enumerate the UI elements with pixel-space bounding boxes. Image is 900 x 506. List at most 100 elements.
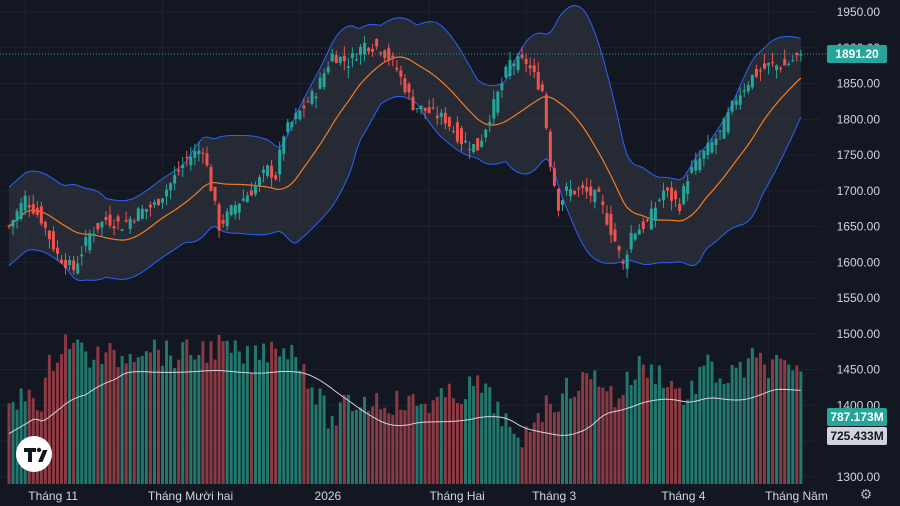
candle[interactable] xyxy=(189,146,193,171)
candle[interactable] xyxy=(771,52,775,67)
candle[interactable] xyxy=(686,174,690,202)
candle[interactable] xyxy=(88,229,92,254)
candle[interactable] xyxy=(508,51,512,80)
candle[interactable] xyxy=(161,198,165,209)
candle[interactable] xyxy=(278,141,282,182)
candle[interactable] xyxy=(601,194,605,215)
candle[interactable] xyxy=(152,199,156,209)
candle[interactable] xyxy=(120,228,124,232)
candle[interactable] xyxy=(387,43,391,67)
candle[interactable] xyxy=(338,56,342,67)
candle[interactable] xyxy=(302,97,306,118)
tradingview-logo[interactable] xyxy=(16,436,52,472)
candle[interactable] xyxy=(233,201,237,220)
candle[interactable] xyxy=(31,194,35,216)
candle[interactable] xyxy=(795,52,799,62)
candle[interactable] xyxy=(294,107,298,125)
candle[interactable] xyxy=(597,185,601,193)
candle[interactable] xyxy=(124,211,128,223)
candle[interactable] xyxy=(532,58,536,78)
candle[interactable] xyxy=(694,152,698,175)
candle[interactable] xyxy=(742,83,746,98)
candle[interactable] xyxy=(476,138,480,151)
candle[interactable] xyxy=(613,222,617,243)
candle[interactable] xyxy=(512,60,516,76)
candle[interactable] xyxy=(363,36,367,62)
candle[interactable] xyxy=(128,215,132,234)
candle[interactable] xyxy=(354,53,358,62)
candle[interactable] xyxy=(548,128,552,172)
candle[interactable] xyxy=(540,80,544,93)
candle[interactable] xyxy=(395,59,399,73)
candle[interactable] xyxy=(516,53,520,74)
candle[interactable] xyxy=(76,256,80,275)
candle[interactable] xyxy=(488,114,492,133)
candle[interactable] xyxy=(403,73,407,95)
candle[interactable] xyxy=(645,217,649,223)
candle[interactable] xyxy=(617,244,621,259)
candle[interactable] xyxy=(266,164,270,179)
candle[interactable] xyxy=(468,141,472,159)
candle[interactable] xyxy=(762,54,766,70)
candle[interactable] xyxy=(754,64,758,79)
candle[interactable] xyxy=(791,55,795,63)
candle[interactable] xyxy=(569,179,573,202)
candle[interactable] xyxy=(173,166,177,191)
candle[interactable] xyxy=(722,117,726,139)
candle[interactable] xyxy=(274,171,278,181)
candle[interactable] xyxy=(144,208,148,220)
candle[interactable] xyxy=(451,125,455,134)
candle[interactable] xyxy=(447,116,451,132)
candle[interactable] xyxy=(544,92,548,130)
candle[interactable] xyxy=(375,38,379,51)
candle[interactable] xyxy=(443,107,447,130)
candle[interactable] xyxy=(286,118,290,136)
candle[interactable] xyxy=(391,52,395,67)
candle[interactable] xyxy=(136,206,140,222)
candle[interactable] xyxy=(674,189,678,207)
candle[interactable] xyxy=(23,190,27,216)
candle[interactable] xyxy=(290,120,294,132)
candle[interactable] xyxy=(80,245,84,266)
candle[interactable] xyxy=(318,72,322,90)
candle[interactable] xyxy=(670,181,674,211)
candle[interactable] xyxy=(464,132,468,144)
candle[interactable] xyxy=(245,191,249,203)
candle[interactable] xyxy=(706,134,710,160)
candle[interactable] xyxy=(411,89,415,111)
candle[interactable] xyxy=(104,211,108,225)
candle[interactable] xyxy=(702,149,706,167)
candle[interactable] xyxy=(738,87,742,110)
candle[interactable] xyxy=(609,205,613,244)
candle[interactable] xyxy=(156,198,160,206)
candle[interactable] xyxy=(334,50,338,64)
candle[interactable] xyxy=(310,88,314,107)
candle[interactable] xyxy=(399,65,403,86)
candle[interactable] xyxy=(415,108,419,113)
candle[interactable] xyxy=(64,253,68,275)
candle[interactable] xyxy=(47,229,51,249)
candle[interactable] xyxy=(282,135,286,161)
candle[interactable] xyxy=(779,66,783,73)
candle[interactable] xyxy=(726,107,730,136)
candle[interactable] xyxy=(439,108,443,125)
candle[interactable] xyxy=(346,57,350,79)
candle[interactable] xyxy=(201,147,205,164)
candle[interactable] xyxy=(767,62,771,75)
candle[interactable] xyxy=(35,201,39,218)
candle[interactable] xyxy=(520,46,524,60)
candle[interactable] xyxy=(605,205,609,226)
candle[interactable] xyxy=(585,177,589,199)
candle[interactable] xyxy=(573,190,577,196)
candle[interactable] xyxy=(633,232,637,242)
candle[interactable] xyxy=(197,141,201,162)
price-axis[interactable]: 1950.001900.001850.001800.001750.001700.… xyxy=(837,5,881,484)
candle[interactable] xyxy=(257,174,261,192)
candle[interactable] xyxy=(734,95,738,110)
candle[interactable] xyxy=(11,219,15,236)
candle[interactable] xyxy=(68,255,72,270)
candle[interactable] xyxy=(500,77,504,98)
candle[interactable] xyxy=(217,202,221,238)
candle[interactable] xyxy=(560,199,564,211)
